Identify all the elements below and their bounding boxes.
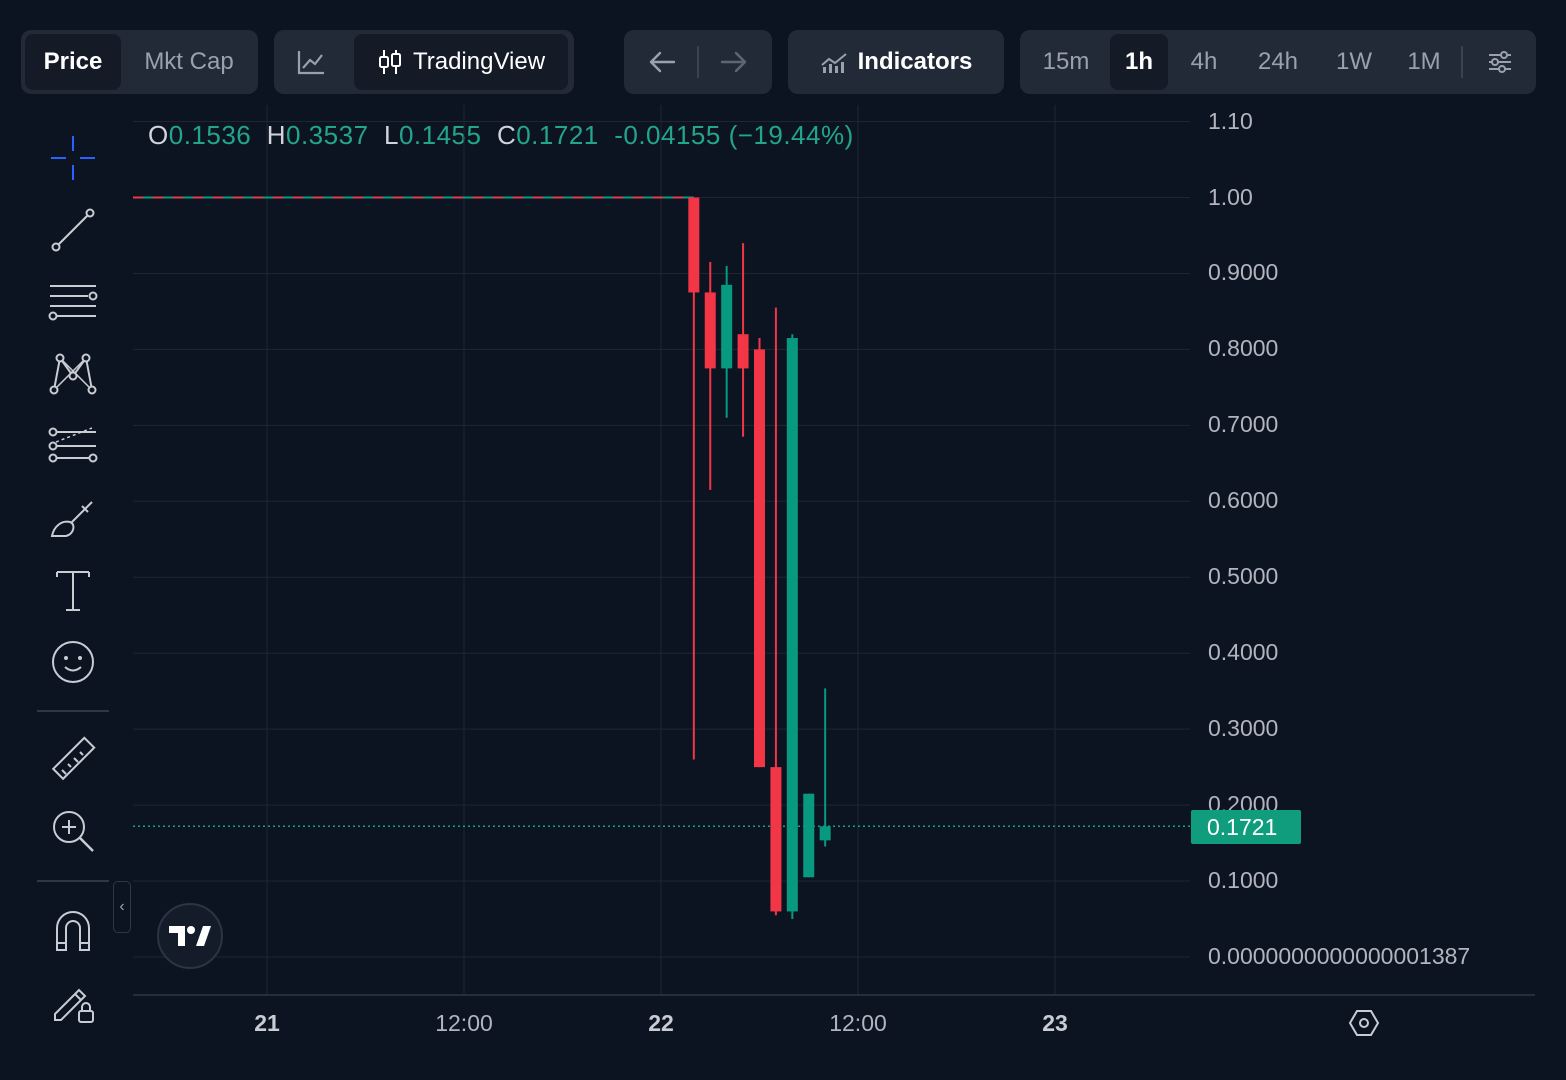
high-value: 0.3537: [286, 120, 369, 150]
emoji-tool[interactable]: [44, 633, 102, 691]
timeframe-4h[interactable]: 4h: [1190, 48, 1218, 75]
zoom-in-icon: [53, 811, 94, 852]
drawing-toolbar: [0, 110, 130, 1080]
brush-tool[interactable]: [44, 489, 102, 547]
forward-button[interactable]: [704, 34, 764, 90]
mktcap-tab[interactable]: Mkt Cap: [144, 48, 234, 75]
x-tick-label: 21: [254, 1010, 280, 1036]
candles-icon: [378, 50, 401, 74]
toolbar-divider: [37, 710, 109, 712]
toolbar-divider: [37, 880, 109, 882]
chart-settings-button[interactable]: [1472, 34, 1528, 90]
open-value: 0.1536: [168, 120, 252, 150]
candle-down: [737, 334, 749, 369]
current-price-tag: 0.1721: [1191, 810, 1301, 844]
candle-down: [770, 767, 782, 912]
low-value: 0.1455: [398, 120, 482, 150]
y-tick-label: 0.0000000000000001387: [1208, 943, 1471, 969]
price-tab[interactable]: Price: [25, 34, 121, 90]
brush-icon: [50, 501, 93, 537]
ohlc-legend: O0.1536 H0.3537 L0.1455 C0.1721 -0.04155…: [148, 120, 854, 151]
open-label: O: [148, 120, 169, 150]
top-toolbar: Price Mkt Cap TradingView: [0, 0, 1566, 110]
ruler-icon: [51, 736, 96, 781]
x-tick-label: 12:00: [829, 1010, 887, 1036]
y-tick-label: 0.1000: [1208, 867, 1279, 894]
y-tick-label: 0.9000: [1208, 259, 1279, 286]
y-tick-label: 0.6000: [1208, 487, 1279, 514]
tradingview-logo[interactable]: [157, 903, 223, 969]
timeframe-24h[interactable]: 24h: [1257, 48, 1299, 75]
indicators-button[interactable]: Indicators: [792, 34, 1000, 90]
close-label: C: [496, 120, 517, 150]
back-button[interactable]: [632, 34, 692, 90]
history-nav: [624, 30, 772, 94]
timeframe-divider: [1461, 46, 1463, 78]
timeframe-1m[interactable]: 1M: [1407, 48, 1441, 75]
y-tick-label: 0.5000: [1208, 563, 1279, 590]
lock-drawings-tool[interactable]: [44, 973, 102, 1031]
hexagon-settings-icon: [1348, 1010, 1380, 1036]
line-chart-button[interactable]: [278, 34, 344, 90]
y-tick-label: 1.10: [1208, 107, 1253, 134]
indicators-label: Indicators: [857, 48, 973, 75]
fib-retracement-tool[interactable]: [44, 273, 102, 331]
trend-line-icon: [51, 208, 95, 252]
collapse-toolbar-button[interactable]: ‹: [113, 881, 131, 933]
y-tick-label: 0.3000: [1208, 715, 1279, 742]
timeframe-15m[interactable]: 15m: [1042, 48, 1090, 75]
close-value: 0.1721: [516, 120, 599, 150]
y-tick-label: 1.00: [1208, 183, 1253, 210]
timeframe-1h[interactable]: 1h: [1110, 34, 1168, 90]
tradingview-logo-icon: [169, 926, 211, 946]
nav-divider: [697, 46, 699, 78]
measure-tool[interactable]: [44, 730, 102, 788]
crosshair-icon: [51, 136, 95, 180]
smiley-icon: [52, 641, 94, 683]
candle-up: [819, 826, 831, 841]
chart-type-toggle: TradingView: [274, 30, 574, 94]
candle-down: [704, 292, 716, 369]
candle-down: [754, 349, 765, 768]
pencil-lock-icon: [54, 988, 94, 1023]
zoom-in-tool[interactable]: [44, 802, 102, 860]
text-icon: [56, 571, 90, 611]
candle-down: [688, 197, 700, 293]
x-tick-label: 12:00: [435, 1010, 493, 1036]
line-chart-icon: [297, 51, 324, 75]
candle-up: [786, 338, 798, 912]
pattern-icon: [49, 353, 97, 395]
y-tick-label: 0.7000: [1208, 411, 1279, 438]
trend-line-tool[interactable]: [44, 201, 102, 259]
indicators-group: Indicators: [788, 30, 1004, 94]
pattern-tool[interactable]: [44, 345, 102, 403]
magnet-icon: [56, 911, 90, 951]
tradingview-button[interactable]: TradingView: [354, 34, 568, 90]
magnet-tool[interactable]: [44, 901, 102, 959]
change-value: -0.04155 (−19.44%): [614, 120, 854, 150]
arrow-left-icon: [649, 51, 676, 73]
y-tick-label: 0.8000: [1208, 335, 1279, 362]
sliders-icon: [1489, 51, 1511, 73]
low-label: L: [383, 120, 399, 150]
tradingview-label: TradingView: [412, 48, 546, 75]
y-tick-label: 0.4000: [1208, 639, 1279, 666]
high-label: H: [266, 120, 286, 150]
arrow-right-icon: [720, 51, 747, 73]
indicators-icon: [820, 53, 847, 73]
axis-settings-button[interactable]: [1346, 1005, 1382, 1041]
candle-up: [803, 793, 815, 878]
fib-lines-icon: [48, 285, 98, 321]
candle-up: [721, 284, 733, 369]
forecast-icon: [48, 427, 98, 463]
crosshair-tool[interactable]: [44, 129, 102, 187]
timeframe-1w[interactable]: 1W: [1336, 48, 1372, 75]
x-tick-label: 23: [1042, 1010, 1068, 1036]
x-tick-label: 22: [648, 1010, 674, 1036]
text-tool[interactable]: [44, 561, 102, 619]
forecast-tool[interactable]: [44, 417, 102, 475]
timeframe-group: 15m 1h 4h 24h 1W 1M: [1020, 30, 1536, 94]
price-mktcap-toggle: Price Mkt Cap: [21, 30, 258, 94]
